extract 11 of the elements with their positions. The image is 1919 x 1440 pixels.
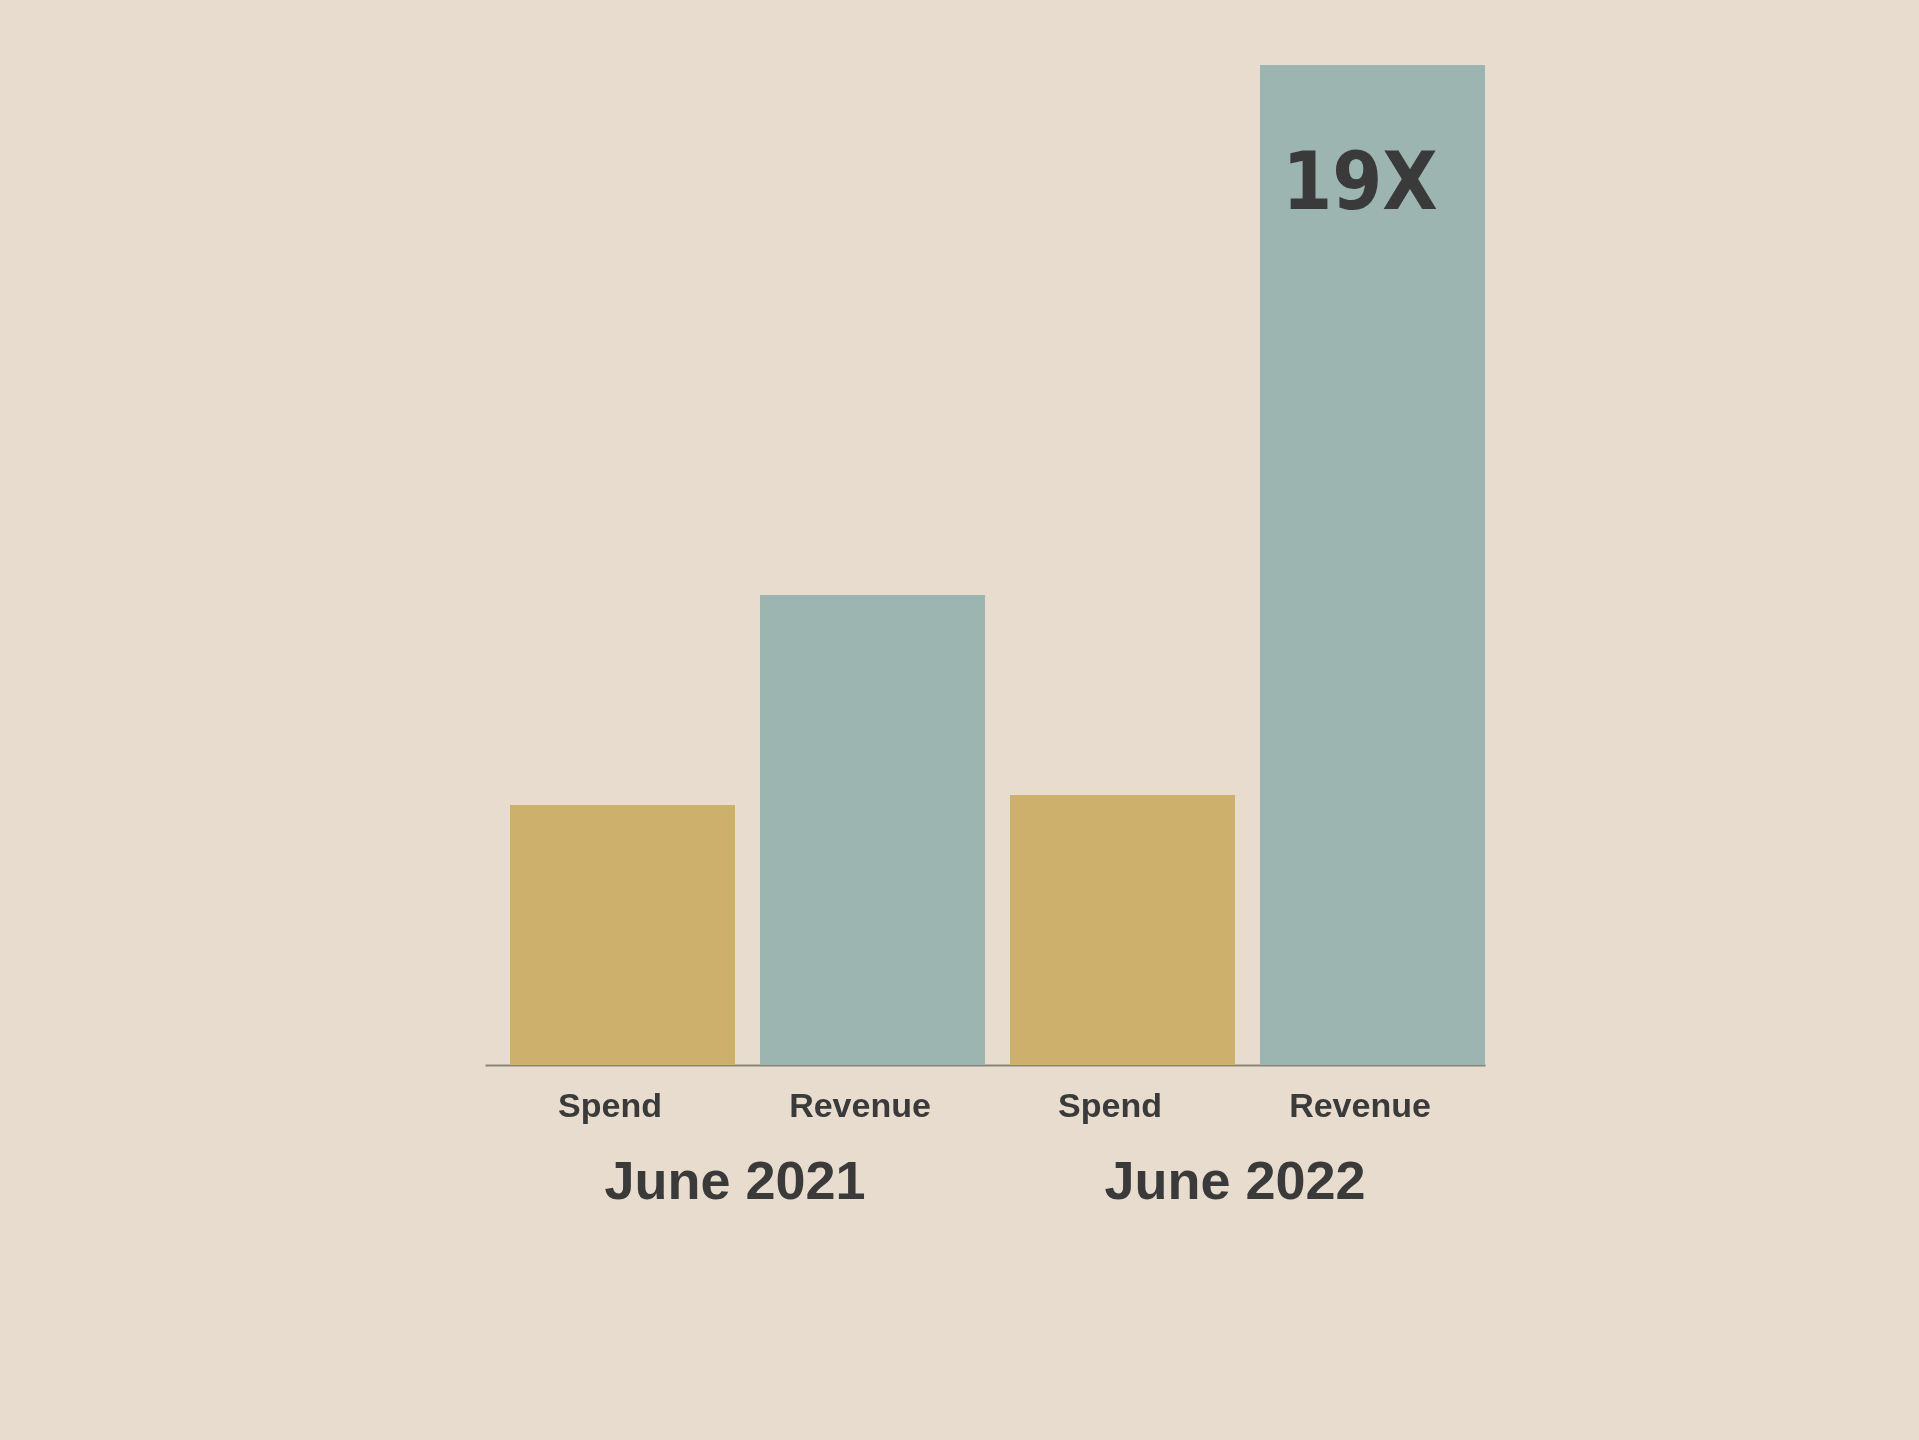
bar — [1260, 65, 1485, 1065]
x-tick-label: June 2022 — [1104, 1149, 1366, 1210]
bar — [760, 595, 985, 1065]
bar — [510, 805, 735, 1065]
series-label: Spend — [558, 1086, 662, 1124]
annotation: 19X — [1282, 135, 1438, 228]
text: Spend — [1058, 1086, 1162, 1124]
bar — [1010, 795, 1235, 1065]
series-label: Revenue — [789, 1086, 931, 1124]
text: Revenue — [1289, 1086, 1431, 1124]
x-tick-label: June 2021 — [604, 1149, 866, 1210]
